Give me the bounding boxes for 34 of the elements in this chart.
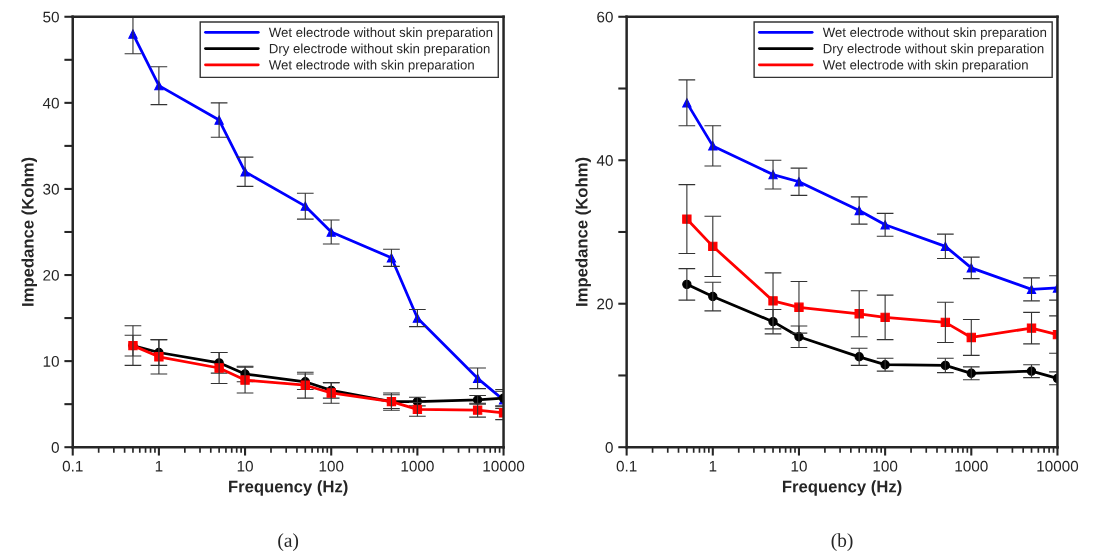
- y-tick-label: 50: [43, 11, 59, 23]
- y-tick-label: 10: [43, 355, 59, 367]
- y-tick-label: 40: [42, 97, 59, 109]
- y-tick-label: 40: [596, 155, 613, 166]
- legend-label: Wet electrode with skin preparation: [268, 59, 474, 73]
- x-tick-label: 100: [873, 460, 898, 472]
- x-tick-label: 1000: [955, 460, 988, 472]
- x-tick-label: 10: [237, 460, 253, 472]
- x-tick-label: 10000: [483, 460, 525, 472]
- text: (b): [831, 533, 853, 551]
- x-tick-label: 10000: [1037, 460, 1079, 472]
- legend-label: Wet electrode without skin preparation: [268, 27, 493, 40]
- y-tick-label: 20: [43, 269, 59, 281]
- x-tick-label: 1000: [401, 460, 434, 472]
- y-tick-label: 20: [597, 298, 613, 310]
- x-axis-title: Frequency (Hz): [782, 480, 902, 496]
- legend-label: Wet electrode with skin preparation: [822, 59, 1028, 73]
- x-tick-label: 0.1: [62, 460, 83, 472]
- x-tick-label: 1: [709, 460, 717, 472]
- x-tick-label: 100: [319, 460, 344, 472]
- y-axis-title: Impedance (Kohm): [575, 157, 591, 306]
- legend-label: Wet electrode without skin preparation: [822, 27, 1047, 40]
- y-tick-label: 30: [43, 183, 59, 195]
- y-axis-title: Impedance (Kohm): [21, 157, 37, 306]
- legend-label: Dry electrode without skin preparation: [823, 43, 1044, 56]
- y-tick-label: 60: [597, 11, 613, 23]
- x-axis-title: Frequency (Hz): [229, 480, 348, 496]
- y-tick-label: 0: [605, 442, 613, 453]
- x-tick-label: 10: [791, 460, 807, 472]
- text: (a): [278, 533, 299, 551]
- y-tick-label: 0: [51, 442, 59, 453]
- x-tick-label: 0.1: [616, 460, 637, 472]
- legend-label: Dry electrode without skin preparation: [269, 43, 490, 56]
- x-tick-label: 1: [155, 460, 163, 472]
